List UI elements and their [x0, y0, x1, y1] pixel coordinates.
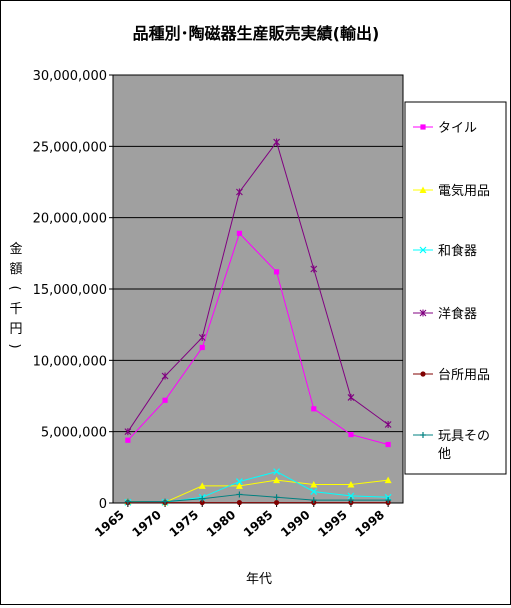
y-axis-title-char: 千: [9, 302, 22, 317]
x-tick-label: 1990: [278, 508, 313, 540]
y-axis-title-char: 金: [9, 241, 22, 257]
legend-item: 洋食器: [413, 306, 477, 322]
y-tick-label: 15,000,000: [33, 283, 107, 298]
legend-marker: [420, 371, 426, 377]
data-point: [273, 494, 280, 501]
y-axis-title-char: ): [7, 343, 22, 348]
data-point: [385, 497, 392, 504]
y-tick-label: 30,000,000: [33, 69, 107, 84]
series-line: [127, 232, 389, 445]
data-point: [236, 230, 243, 236]
legend-marker: [419, 186, 427, 193]
y-axis: 0 5,000,000 10,000,000 15,000,000 20,000,000…: [33, 69, 113, 512]
data-point: [198, 482, 206, 489]
series-4: [124, 138, 392, 436]
data-point: [235, 478, 243, 486]
series-line: [127, 493, 389, 503]
legend-item: 台所用品: [413, 368, 490, 383]
legend-marker: [420, 124, 426, 130]
series-6: [124, 491, 392, 505]
legend-label-continued: 他: [438, 447, 451, 462]
legend-marker: [419, 246, 427, 254]
x-tick-label: 1980: [204, 508, 239, 540]
series-1: [125, 230, 391, 448]
data-point: [236, 499, 243, 506]
legend-label: 玩具その: [438, 429, 490, 444]
data-point: [162, 498, 169, 505]
series-line: [127, 479, 389, 503]
data-point: [311, 406, 317, 412]
data-point: [199, 344, 205, 351]
data-point: [162, 397, 168, 403]
data-point: [236, 188, 243, 196]
legend-label: 電気用品: [438, 183, 490, 199]
data-point: [235, 482, 243, 489]
data-point: [273, 468, 281, 476]
x-tick-label: 1965: [92, 508, 127, 540]
legend-label: タイル: [438, 121, 477, 136]
x-axis-title: 年代: [246, 572, 272, 587]
x-axis: 1965 1970 1975 1980 1985 1990 1995 1998: [92, 503, 389, 540]
x-tick-label: 1995: [315, 508, 350, 540]
y-tick-label: 20,000,000: [33, 212, 107, 227]
data-point: [384, 421, 392, 429]
legend-item: 和食器: [413, 243, 477, 259]
y-tick-label: 10,000,000: [33, 354, 107, 369]
x-tick-label: 1970: [129, 508, 164, 540]
data-point: [124, 428, 132, 436]
data-point: [198, 334, 206, 342]
data-point: [199, 495, 206, 502]
y-axis-title: 金額 ( 千円): [7, 241, 23, 349]
data-point: [347, 497, 354, 504]
series-layer: [124, 138, 392, 506]
data-point: [347, 492, 355, 500]
series-line: [127, 140, 389, 432]
y-axis-title-char: (: [7, 285, 22, 290]
legend-box: [404, 101, 507, 475]
x-tick-label: 1985: [241, 508, 276, 540]
legend-label: 台所用品: [438, 368, 490, 383]
y-axis-title-char: 円: [9, 322, 22, 337]
y-axis-title-char: 額: [9, 262, 22, 277]
data-point: [199, 499, 205, 506]
data-point: [310, 480, 318, 488]
legend-marker: [419, 309, 427, 317]
legend-item: タイル: [413, 121, 477, 136]
data-point: [236, 491, 243, 498]
data-point: [384, 476, 392, 484]
data-point: [273, 269, 280, 275]
data-point: [310, 488, 318, 496]
data-point: [310, 265, 318, 273]
y-tick-label: 0: [99, 497, 107, 512]
legend-label: 和食器: [438, 243, 477, 259]
data-point: [273, 138, 280, 146]
data-point: [310, 497, 317, 504]
legend-marker: [420, 432, 426, 438]
data-point: [385, 441, 391, 448]
data-point: [347, 393, 355, 401]
data-point: [273, 476, 281, 484]
data-point: [273, 499, 280, 506]
y-tick-label: 5,000,000: [41, 426, 107, 441]
data-point: [161, 372, 169, 380]
chart-title: 品種別･陶磁器生産販売実績(輸出): [133, 24, 380, 43]
data-point: [124, 498, 131, 505]
legend-label: 洋食器: [438, 306, 477, 322]
legend-item: 電気用品: [413, 183, 490, 199]
data-point: [347, 480, 355, 488]
y-tick-label: 25,000,000: [33, 140, 107, 155]
data-point: [348, 431, 354, 438]
x-tick-label: 1998: [352, 508, 387, 540]
data-point: [125, 437, 131, 443]
plot-area: [112, 74, 404, 504]
x-tick-label: 1975: [167, 508, 202, 540]
